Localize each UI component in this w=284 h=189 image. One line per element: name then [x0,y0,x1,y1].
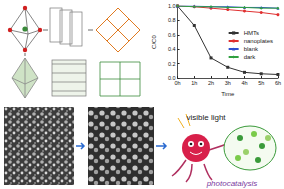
svg-text:1h: 1h [191,80,197,86]
svg-text:6h: 6h [275,80,281,86]
svg-text:photocatalysis: photocatalysis [206,179,258,188]
svg-text:2h: 2h [208,80,214,86]
svg-text:0.8: 0.8 [168,17,176,23]
svg-text:0h: 0h [174,80,180,86]
svg-text:5h: 5h [258,80,264,86]
svg-text:0.6: 0.6 [168,32,176,38]
svg-text:blank: blank [244,46,259,52]
svg-text:1.0: 1.0 [168,3,176,9]
svg-text:0.4: 0.4 [168,46,176,52]
svg-text:0.2: 0.2 [168,61,176,67]
svg-text:0.0: 0.0 [167,75,176,82]
svg-text:3h: 3h [225,80,231,86]
svg-text:C/C0: C/C0 [151,35,157,49]
svg-text:Time: Time [221,91,235,97]
svg-text:visible light: visible light [186,113,226,122]
svg-text:nanoplates: nanoplates [244,38,273,44]
svg-text:4h: 4h [241,80,247,86]
svg-text:HMTs: HMTs [244,30,259,36]
svg-text:dark: dark [244,54,257,60]
